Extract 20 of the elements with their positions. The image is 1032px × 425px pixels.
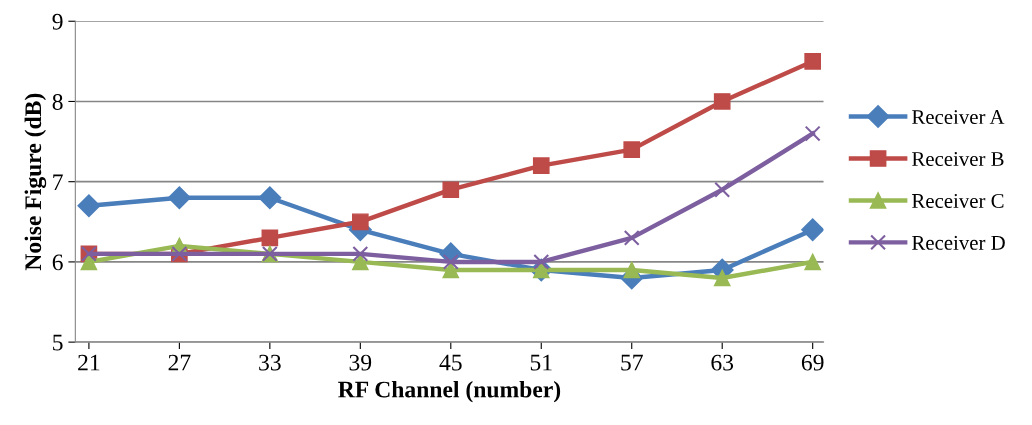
x-tick-label: 21 xyxy=(78,354,100,371)
legend-label: Receiver A xyxy=(912,110,1005,125)
x-tick-label: 69 xyxy=(801,354,824,371)
y-tick-label: 7 xyxy=(53,174,63,190)
legend-label: Receiver C xyxy=(912,193,1004,208)
x-tick-label: 51 xyxy=(530,354,552,371)
x-tick-label: 27 xyxy=(168,354,191,371)
x-tick-label: 33 xyxy=(259,354,281,371)
y-tick-label: 5 xyxy=(53,334,63,351)
x-tick-label: 57 xyxy=(621,354,643,371)
x-tick-label: 63 xyxy=(711,354,734,371)
y-tick-label: 9 xyxy=(52,13,63,30)
y-tick-label: 8 xyxy=(52,93,63,110)
legend-label: Receiver B xyxy=(912,152,1004,166)
y-tick-label: 6 xyxy=(52,254,63,271)
x-tick-label: 39 xyxy=(349,354,372,371)
x-tick-label: 45 xyxy=(439,354,462,371)
legend-label: Receiver D xyxy=(912,235,1005,250)
y-axis-title: Noise Figure (dB) xyxy=(24,93,47,271)
x-axis-title: RF Channel (number) xyxy=(338,380,561,403)
